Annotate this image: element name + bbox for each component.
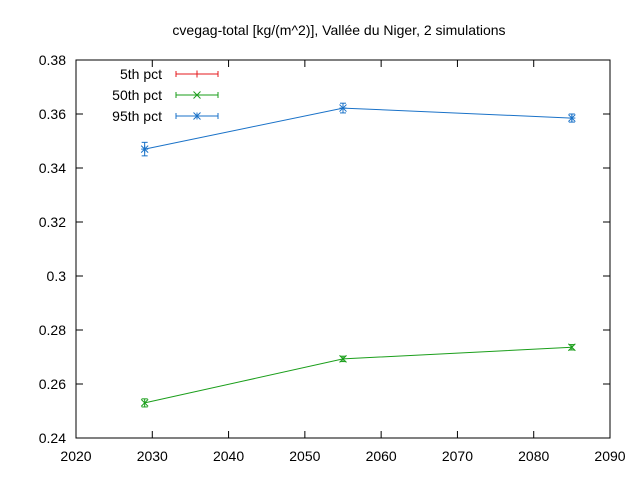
legend: 5th pct 50th pct 95th pct: [112, 66, 219, 124]
x-tick-label: 2050: [289, 448, 320, 464]
x-tick-label: 2020: [60, 448, 91, 464]
marker-stroke: [193, 112, 201, 120]
marker-stroke: [193, 91, 201, 99]
legend-label: 95th pct: [112, 108, 162, 124]
x-tick-label: 2070: [442, 448, 473, 464]
legend-entry: 95th pct: [112, 108, 219, 124]
marker-stroke: [339, 355, 347, 363]
series-line: [144, 346, 572, 404]
series-layer: [140, 102, 576, 408]
y-tick-label: 0.26: [39, 376, 66, 392]
marker-stroke: [140, 145, 149, 153]
marker-stroke: [568, 114, 576, 122]
chart-title: cvegag-total [kg/(m^2)], Vallée du Niger…: [172, 22, 505, 38]
series-line: [144, 107, 572, 150]
x-tick-label: 2060: [366, 448, 397, 464]
marker-stroke: [140, 399, 149, 407]
y-tick-label: 0.28: [39, 322, 66, 338]
legend-label: 50th pct: [112, 87, 162, 103]
data-point: [568, 113, 576, 123]
plot-frame: [75, 59, 611, 439]
y-tick-label: 0.32: [39, 214, 66, 230]
series-50th-pct: [140, 343, 576, 408]
marker-stroke: [339, 104, 347, 112]
x-tick-label: 2080: [518, 448, 549, 464]
x-tick-label: 2090: [594, 448, 625, 464]
data-point: [339, 355, 347, 363]
y-tick-label: 0.38: [39, 52, 66, 68]
series-95th-pct: [140, 102, 576, 157]
y-tick-label: 0.34: [39, 160, 66, 176]
y-tick-label: 0.3: [47, 268, 67, 284]
legend-entry: 5th pct: [120, 66, 219, 82]
data-point: [140, 398, 149, 408]
legend-label: 5th pct: [120, 66, 162, 82]
data-point: [339, 102, 347, 114]
ticks-layer: 2020 2030 2040 2050 2060 2070 2080 2090 0.24 0.26…: [39, 52, 626, 464]
y-tick-label: 0.24: [39, 430, 66, 446]
y-tick-label: 0.36: [39, 106, 66, 122]
data-point: [140, 141, 149, 157]
x-tick-label: 2040: [213, 448, 244, 464]
legend-entry: 50th pct: [112, 87, 219, 103]
x-tick-label: 2030: [137, 448, 168, 464]
data-point: [568, 343, 576, 352]
marker-stroke: [568, 343, 576, 352]
